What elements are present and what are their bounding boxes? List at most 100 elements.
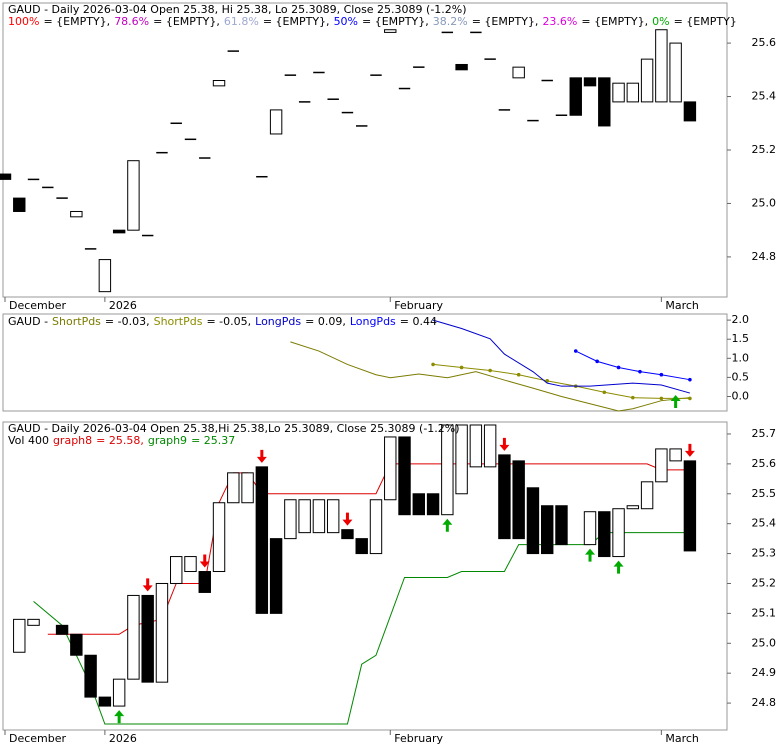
candle [598, 511, 611, 558]
y-tick-label: 24.9 [752, 666, 777, 679]
candle [512, 66, 525, 79]
y-tick-label: 25.1 [752, 606, 777, 619]
series-point [602, 390, 607, 395]
candle [269, 538, 283, 614]
candle [583, 511, 597, 546]
candle [626, 505, 640, 510]
legend-text: = {EMPTY}, [581, 15, 648, 28]
candle [98, 259, 112, 293]
candle [155, 582, 169, 683]
y-tick-label: 25.2 [752, 576, 777, 589]
series-point [573, 349, 578, 353]
legend-text: 61.8% [224, 15, 259, 28]
series-line [33, 532, 690, 725]
candle [13, 618, 26, 653]
y-tick-label: 24.8 [752, 250, 777, 263]
sell-arrow [256, 449, 267, 463]
legend-text: = {EMPTY}, [362, 15, 429, 28]
candle [98, 696, 112, 707]
candle [469, 424, 483, 468]
y-tick-label: 24.8 [752, 696, 777, 709]
candle [312, 499, 326, 534]
candle [526, 487, 540, 555]
candle [583, 77, 597, 87]
candle [655, 448, 668, 483]
header: Vol 400 graph8 = 25.58, graph9 = 25.37 [8, 434, 235, 447]
series-point [688, 377, 692, 382]
candle [70, 210, 83, 218]
legend-text: 38.2% [433, 15, 468, 28]
buy-arrow [670, 395, 681, 408]
series-line [290, 341, 690, 412]
series-line [575, 350, 690, 381]
candle [512, 460, 525, 540]
candle [483, 424, 497, 468]
candle [141, 594, 154, 683]
series-point [631, 395, 635, 400]
candle [212, 80, 226, 87]
candle [655, 29, 668, 103]
candle [541, 505, 554, 555]
legend-text: graph8 [53, 434, 92, 447]
candle [441, 424, 454, 516]
candle [112, 229, 126, 234]
candle [127, 594, 140, 680]
x-tick-label: March [665, 299, 699, 312]
candle [27, 618, 40, 626]
buy-arrow [442, 518, 453, 532]
candle [241, 472, 254, 504]
candle [669, 42, 682, 103]
candle [640, 481, 654, 510]
legend-text: graph9 [148, 434, 187, 447]
candle [284, 499, 297, 540]
sell-arrow [199, 554, 210, 568]
x-tick-label: 2026 [109, 299, 137, 312]
legend-text: 0% [652, 15, 669, 28]
sell-arrow [342, 512, 353, 526]
panel-frame [2, 2, 728, 298]
legend-text: ShortPds [52, 315, 101, 328]
candle [341, 529, 354, 540]
legend-text: = {EMPTY}, [43, 15, 110, 28]
candle [70, 633, 83, 656]
series-point [459, 365, 464, 370]
candle [398, 436, 411, 516]
panel-frame [2, 313, 728, 412]
candle [569, 77, 582, 116]
x-tick-label: 2026 [109, 732, 137, 745]
legend-text: 23.6% [542, 15, 577, 28]
series-point [659, 372, 664, 377]
x-tick-label: December [9, 732, 67, 745]
series-point [638, 369, 642, 374]
y-tick-label: 2.0 [732, 313, 750, 326]
series-line [432, 319, 691, 394]
candle [198, 571, 211, 593]
buy-arrow [114, 710, 125, 724]
sell-arrow [499, 437, 510, 451]
candle [384, 436, 397, 501]
panel-frame [2, 421, 728, 731]
y-tick-label: 25.0 [752, 636, 777, 649]
y-tick-label: 25.5 [752, 487, 777, 500]
legend-text: = {EMPTY}, [263, 15, 330, 28]
y-tick-label: 25.4 [752, 90, 777, 103]
x-tick-label: March [665, 732, 699, 745]
x-tick-label: December [9, 299, 67, 312]
legend-text: 78.6% [114, 15, 149, 28]
candle [227, 472, 240, 504]
series-point [616, 365, 621, 370]
y-tick-label: 25.2 [752, 143, 777, 156]
candle [426, 493, 440, 516]
candle [412, 493, 426, 516]
legend-text: = 25.37 [191, 434, 235, 447]
candle [84, 654, 97, 698]
y-tick-label: 1.5 [732, 332, 750, 345]
candle [498, 454, 511, 540]
candle [127, 160, 140, 231]
legend-text: = 0.44 [400, 315, 437, 328]
candle [626, 82, 640, 103]
buy-arrow [613, 560, 624, 574]
legend-text: 50% [334, 15, 358, 28]
